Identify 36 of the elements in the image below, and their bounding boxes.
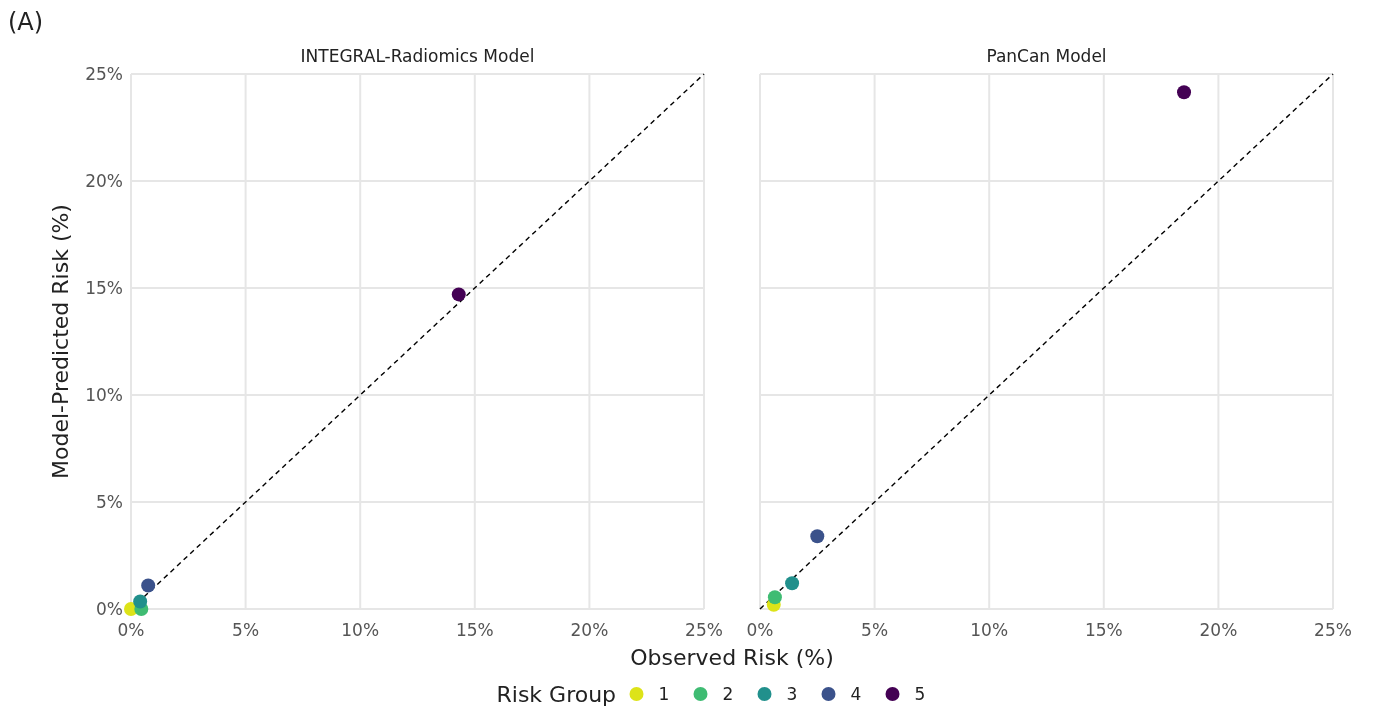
x-axis-title: Observed Risk (%) [630,645,834,670]
x-tick-label: 0% [117,620,145,640]
y-tick-label: 25% [85,64,123,84]
x-tick-label: 20% [1199,620,1238,640]
chart-title: PanCan Model [986,46,1107,66]
y-tick-label: 20% [85,171,123,191]
legend-label: 4 [850,684,862,704]
point [141,578,156,593]
x-tick-label: 5% [861,620,889,640]
x-tick-label: 10% [341,620,380,640]
y-axis-title: Model-Predicted Risk (%) [48,204,73,479]
chart-title: INTEGRAL-Radiomics Model [300,46,535,66]
legend-label: 5 [914,684,926,704]
y-tick-label: 10% [85,385,123,405]
x-tick-label: 25% [1314,620,1352,640]
y-tick-label: 5% [96,492,123,512]
y-tick-label: 0% [96,599,123,619]
x-tick-label: 10% [970,620,1009,640]
legend-label: 3 [786,684,798,704]
x-tick-label: 5% [232,620,260,640]
legend-title: Risk Group [496,682,617,707]
x-tick-label: 20% [570,620,609,640]
y-tick-label: 15% [85,278,123,298]
point [785,576,800,591]
text: (A) [8,8,44,36]
legend-label: 1 [658,684,670,704]
point [1177,85,1192,100]
point [133,594,148,609]
point [767,590,782,605]
x-tick-label: 15% [1084,620,1123,640]
legend-label: 2 [722,684,734,704]
point [451,287,466,302]
x-tick-label: 15% [455,620,494,640]
x-tick-label: 25% [685,620,723,640]
point [810,529,825,544]
x-tick-label: 0% [746,620,774,640]
